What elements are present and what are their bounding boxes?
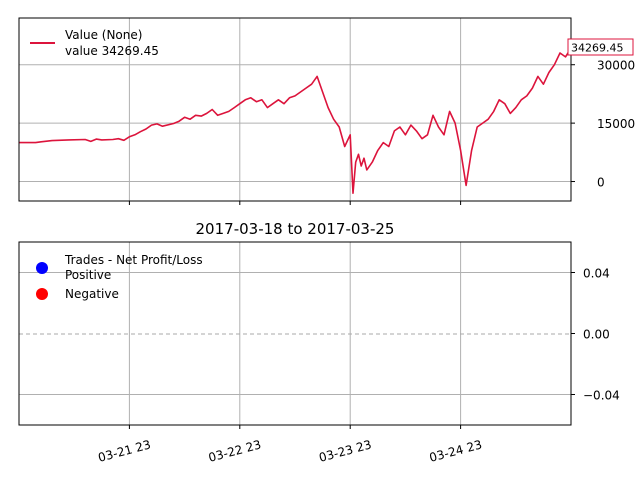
last-value-label: 34269.45 <box>571 42 624 55</box>
positive-legend-line2: Positive <box>65 268 111 282</box>
trades-yticks: 0.04 0.00 −0.04 <box>571 267 620 403</box>
negative-legend-label: Negative <box>65 287 119 301</box>
trades-legend: Trades - Net Profit/Loss Positive Negati… <box>36 253 203 301</box>
value-legend-line1: Value (None) <box>65 28 142 42</box>
value-grid <box>19 18 571 201</box>
positive-legend-marker <box>36 262 48 274</box>
value-xticks <box>128 201 462 205</box>
trades-title: 2017-03-18 to 2017-03-25 <box>196 220 395 238</box>
value-ytick-label-1: 15000 <box>597 117 635 131</box>
positive-legend-line1: Trades - Net Profit/Loss <box>64 253 203 267</box>
value-ytick-label-2: 30000 <box>597 59 635 73</box>
value-series-line <box>19 47 572 194</box>
last-value-box <box>567 38 634 56</box>
last-value-marker: 34269.45 <box>567 38 634 56</box>
trades-ytick-label-0: 0.04 <box>583 267 610 281</box>
trades-panel: 0.040.00−0.04 03-21 23 03-22 23 03-23 23 03… <box>18 241 620 465</box>
value-plot-frame <box>18 17 572 202</box>
value-legend: Value (None) value 34269.45 <box>30 28 159 58</box>
value-line <box>19 47 572 194</box>
negative-legend-marker <box>36 288 48 300</box>
value-yticks: 0 15000 30000 <box>571 59 635 190</box>
trades-ytick-label-1: 0.00 <box>583 328 610 342</box>
value-legend-line2: value 34269.45 <box>65 44 159 58</box>
trades-ytick-label-2: −0.04 <box>583 389 620 403</box>
value-ytick-label-0: 0 <box>597 176 605 190</box>
